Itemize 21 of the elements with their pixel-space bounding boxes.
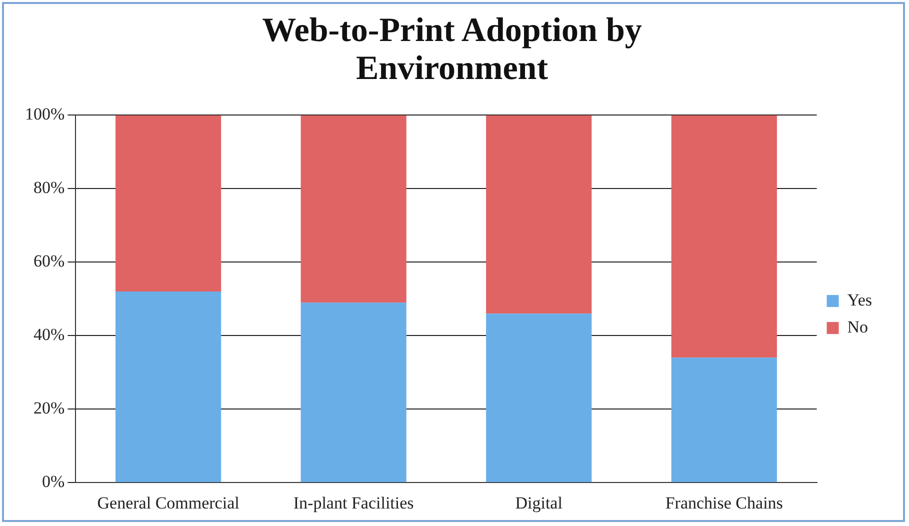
- y-tick-label: 20%: [33, 398, 65, 418]
- x-tick-label: Franchise Chains: [665, 493, 783, 512]
- y-tick-label: 100%: [24, 104, 65, 124]
- y-tick-label: 60%: [33, 252, 65, 271]
- y-tick-label: 40%: [33, 325, 65, 344]
- legend-label: Yes: [847, 290, 872, 310]
- bar: [486, 115, 592, 314]
- bar: [300, 302, 406, 482]
- y-tick-label: 80%: [33, 178, 65, 198]
- chart-title: Web-to-Print Adoption by Environment: [261, 12, 643, 88]
- y-tick-label: 0%: [42, 472, 65, 492]
- x-tick-label: General Commercial: [97, 493, 240, 512]
- bar: [671, 358, 777, 482]
- bar: [115, 115, 222, 292]
- bar: [115, 292, 222, 482]
- bar: [671, 115, 777, 358]
- legend-label: No: [847, 317, 868, 336]
- x-tick-label: In-plant Facilities: [293, 493, 414, 512]
- bar: [486, 314, 592, 482]
- x-tick-label: Digital: [515, 493, 563, 512]
- bar: [300, 115, 406, 303]
